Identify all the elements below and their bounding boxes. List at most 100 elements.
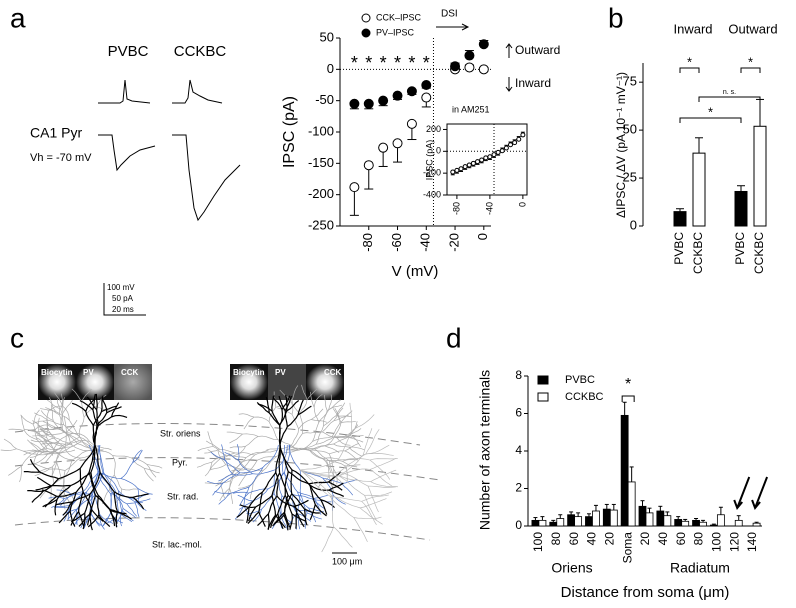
data-point: [450, 61, 461, 72]
neurite: [34, 463, 50, 470]
neurite: [278, 395, 286, 412]
neurite: [97, 416, 112, 427]
group-label: Inward: [673, 21, 712, 36]
data-point: [512, 140, 518, 146]
neurite: [275, 472, 279, 497]
image-label: CCK: [324, 368, 342, 377]
bar: [673, 211, 687, 227]
neurite: [245, 436, 259, 447]
neurite: [276, 495, 294, 507]
neurite: [143, 468, 154, 482]
neurite: [85, 398, 96, 412]
neurite: [265, 397, 270, 413]
neurite: [369, 458, 398, 461]
neurite: [328, 481, 343, 491]
neurite: [255, 495, 273, 508]
neurite: [226, 431, 243, 435]
data-point: [454, 167, 460, 173]
neurite: [226, 454, 247, 458]
annotation: DSI: [441, 9, 458, 20]
neurite: [146, 463, 163, 469]
neurite: [51, 449, 76, 455]
neurite: [39, 471, 59, 480]
x-tick-label: CCKBC: [752, 232, 766, 274]
neurite: [90, 472, 99, 496]
neurite: [78, 491, 84, 512]
neurite: [55, 437, 71, 444]
x-tick-label: 100: [531, 532, 545, 552]
neurite: [315, 425, 324, 445]
neurite: [312, 436, 332, 442]
x-tick-label: -60: [389, 233, 404, 252]
y-tick-label: -100: [308, 123, 334, 138]
neurite: [268, 421, 278, 440]
neurite: [29, 429, 46, 433]
neurite: [367, 485, 396, 488]
neurite: [61, 436, 80, 447]
neurite: [214, 490, 231, 494]
neurite: [98, 514, 111, 527]
neurite: [312, 422, 320, 442]
image-label: Biocytin: [41, 368, 73, 377]
neurite: [252, 508, 263, 523]
neurite: [40, 410, 54, 421]
neurite: [289, 446, 310, 451]
data-point: [392, 90, 403, 101]
neurite: [370, 469, 397, 482]
legend-swatch: [537, 392, 549, 402]
neurite: [279, 426, 288, 446]
neurite: [248, 467, 264, 488]
neurite: [97, 494, 112, 511]
neurite: [91, 509, 104, 522]
significance-star: *: [423, 53, 430, 73]
neurite: [279, 409, 283, 426]
bar: [538, 519, 547, 527]
neurite: [279, 512, 283, 529]
neurite: [57, 399, 61, 415]
neurite: [361, 494, 389, 502]
bar: [734, 519, 743, 527]
neurite: [82, 491, 93, 511]
image-biocytin: [38, 364, 76, 400]
neurite: [284, 471, 289, 496]
neurite: [132, 496, 145, 510]
neurite: [78, 513, 90, 527]
inset-y-label: IPSC (pA): [424, 140, 434, 181]
neurite: [230, 486, 250, 494]
neurite: [254, 416, 270, 422]
neurite: [309, 484, 330, 491]
neurite: [110, 510, 116, 527]
x-tick-label: -80: [451, 202, 461, 215]
neurite: [58, 433, 73, 442]
panel-label: a: [10, 2, 26, 33]
neurite: [299, 469, 332, 496]
neurite: [333, 414, 349, 422]
image-label: Biocytin: [233, 368, 265, 377]
neurite: [48, 397, 57, 412]
neurite: [313, 443, 334, 449]
neurite: [93, 425, 99, 446]
neurite: [63, 431, 82, 443]
neurite: [219, 448, 236, 454]
neurite: [257, 513, 269, 527]
neurite: [63, 486, 74, 500]
neurite: [287, 414, 299, 428]
x-tick-label: 80: [692, 532, 706, 546]
neurite: [87, 514, 100, 528]
ap-trace: [172, 79, 223, 104]
neurite: [232, 473, 253, 476]
neurite: [31, 453, 52, 456]
data-point: [520, 132, 526, 138]
neurite: [353, 517, 368, 542]
neurite: [132, 457, 147, 465]
y-tick-label: 2: [515, 481, 522, 495]
x-axis-label: V (mV): [392, 263, 439, 280]
data-point: [349, 182, 360, 193]
data-point: [475, 159, 481, 165]
arrow: [436, 23, 470, 31]
neurite: [330, 494, 334, 527]
neurite: [60, 408, 64, 425]
neurite: [31, 490, 44, 503]
significance-label: n. s.: [723, 89, 736, 96]
